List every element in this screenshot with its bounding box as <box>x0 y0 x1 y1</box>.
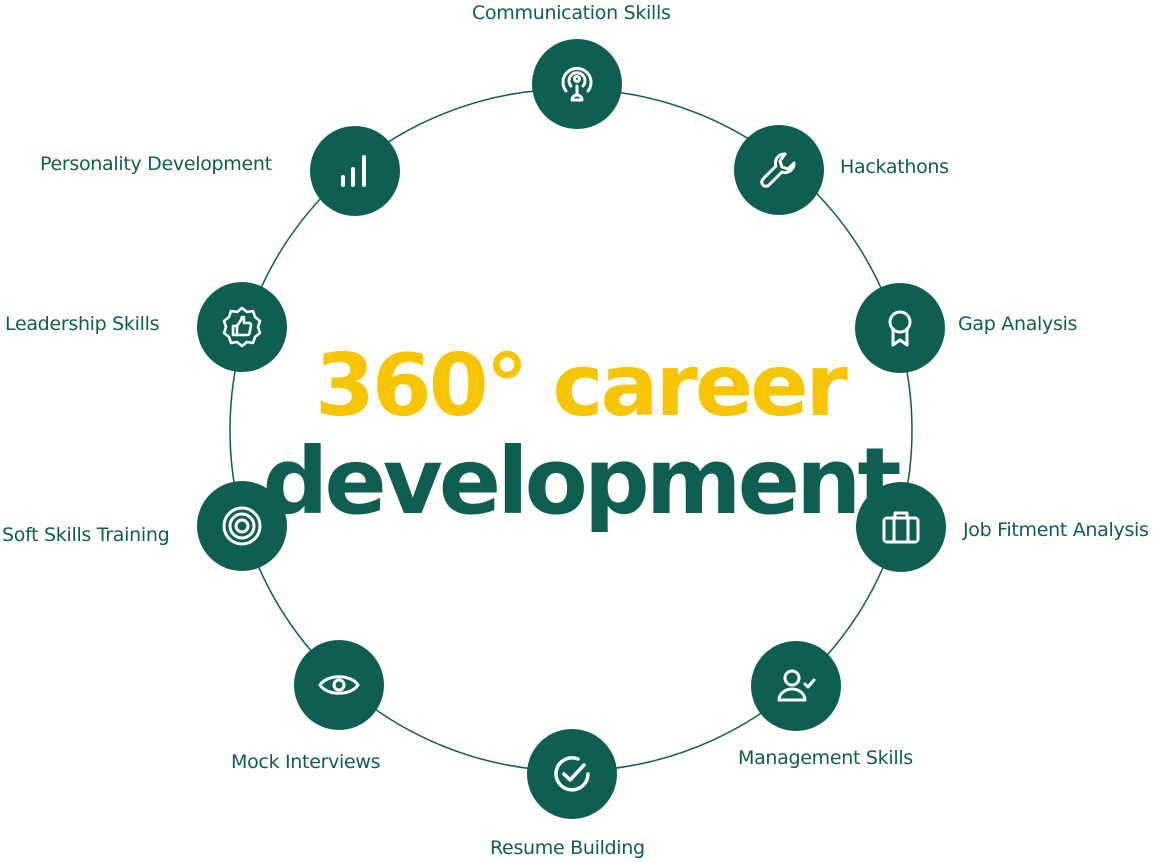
award-ribbon-icon <box>888 310 912 347</box>
thumbs-up-badge-icon <box>222 306 262 348</box>
briefcase-icon <box>882 511 920 544</box>
label-resume-building: Resume Building <box>490 837 645 859</box>
label-soft-skills-training: Soft Skills Training <box>2 524 170 546</box>
label-hackathons: Hackathons <box>840 156 949 178</box>
node-management-skills <box>751 641 841 731</box>
center-title-line2: development <box>262 428 902 535</box>
node-job-fitment-analysis <box>856 482 946 572</box>
check-circle-icon <box>554 756 590 792</box>
node-gap-analysis <box>855 283 945 373</box>
node-personality-development <box>310 126 400 216</box>
wrench-icon <box>760 152 796 188</box>
label-leadership-skills: Leadership Skills <box>5 313 160 335</box>
node-communication-skills <box>532 39 622 129</box>
bar-chart-icon <box>341 155 366 187</box>
label-mock-interviews: Mock Interviews <box>231 751 381 773</box>
podcast-icon <box>561 66 593 102</box>
node-leadership-skills <box>197 282 287 372</box>
node-hackathons <box>734 125 824 215</box>
user-check-icon <box>777 669 816 702</box>
node-soft-skills-training <box>197 481 287 571</box>
label-communication-skills: Communication Skills <box>472 2 671 24</box>
node-resume-building <box>527 729 617 819</box>
label-personality-development: Personality Development <box>40 153 272 175</box>
eye-icon <box>318 675 360 695</box>
target-icon <box>222 506 262 546</box>
label-job-fitment-analysis: Job Fitment Analysis <box>963 519 1149 541</box>
label-gap-analysis: Gap Analysis <box>958 313 1078 335</box>
node-mock-interviews <box>294 640 384 730</box>
center-title-line1: 360° career <box>315 336 848 436</box>
label-management-skills: Management Skills <box>738 747 913 769</box>
